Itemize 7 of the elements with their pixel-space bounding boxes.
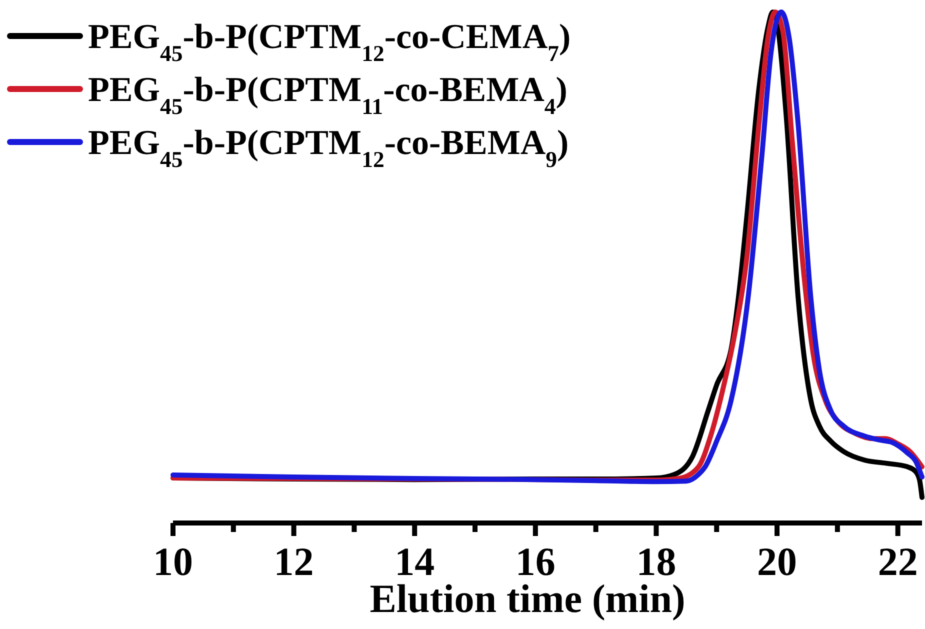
x-tick-label: 20	[757, 539, 798, 584]
x-tick-label: 10	[153, 539, 193, 584]
legend-label: PEG$_{45}$-b-P(CPTM$_{11}$-co-BEMA$_{4}$)	[88, 70, 568, 118]
x-tick-label: 12	[274, 539, 314, 584]
legend-label: PEG$_{45}$-b-P(CPTM$_{12}$-co-BEMA$_{9}$)	[88, 123, 569, 172]
x-tick-label: 22	[878, 539, 918, 584]
legend-label: PEG$_{45}$-b-P(CPTM$_{12}$-co-CEMA$_{7}$)	[88, 17, 571, 66]
